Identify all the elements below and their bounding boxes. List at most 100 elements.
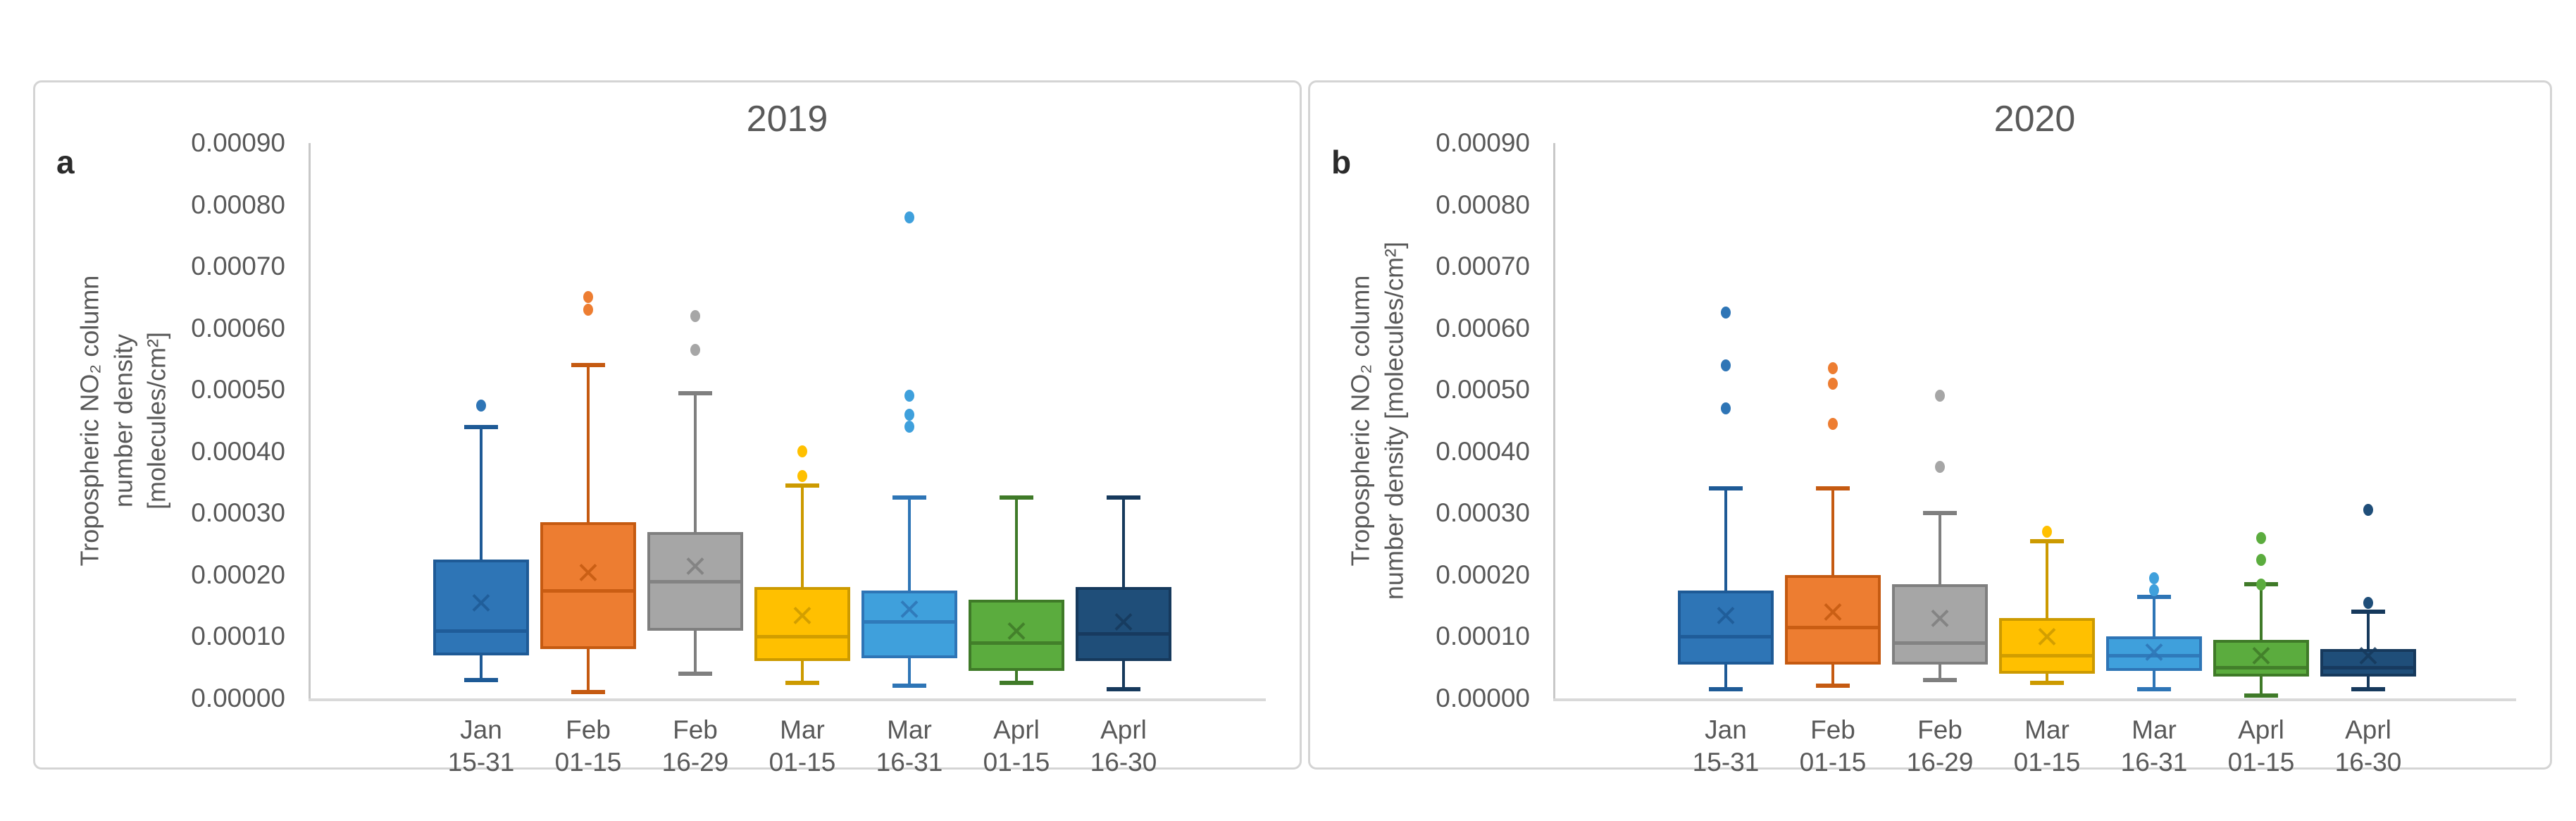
- outlier-dot: [2363, 596, 2373, 609]
- box-iqr: [1076, 587, 1171, 662]
- y-tick-label: 0.00000: [1436, 684, 1530, 712]
- lower-whisker-cap: [1709, 686, 1743, 691]
- median-line: [864, 619, 954, 624]
- upper-whisker-cap: [2137, 594, 2171, 599]
- outlier-dot: [2042, 526, 2052, 538]
- outlier-dot: [1721, 402, 1731, 414]
- box-iqr: [1678, 590, 1774, 665]
- y-tick-label: 0.00060: [191, 313, 285, 342]
- lower-whisker-cap: [2351, 686, 2385, 691]
- outlier-dot: [797, 445, 807, 458]
- y-tick-label: 0.00090: [191, 128, 285, 157]
- panel-2019: a 2019 Tropospheric NO₂ column number de…: [33, 80, 1302, 777]
- box-iqr: [2213, 639, 2309, 677]
- outlier-dot: [2256, 578, 2266, 591]
- x-category-label: Jan 15-31: [447, 715, 515, 777]
- upper-whisker: [1015, 498, 1018, 600]
- outlier-dot: [583, 291, 593, 304]
- x-category-label: Feb 16-29: [661, 715, 729, 777]
- upper-whisker: [694, 393, 697, 532]
- mean-marker: ×: [897, 586, 921, 631]
- lower-whisker: [480, 655, 483, 680]
- outlier-dot: [1828, 362, 1838, 375]
- x-category-label: Feb 01-15: [554, 715, 622, 777]
- x-category-label: Aprl 01-15: [2227, 715, 2295, 777]
- outlier-dot: [690, 343, 700, 356]
- box-iqr: [969, 599, 1064, 671]
- y-tick-label: 0.00090: [1436, 128, 1530, 157]
- box-iqr: [2106, 636, 2202, 671]
- lower-whisker-cap: [571, 690, 605, 695]
- lower-whisker: [2153, 670, 2155, 689]
- upper-whisker-cap: [1107, 495, 1140, 500]
- median-line: [1788, 626, 1878, 630]
- x-category-label: Aprl 16-30: [2334, 715, 2402, 777]
- lower-whisker: [2367, 677, 2370, 689]
- x-category-label: Aprl 01-15: [983, 715, 1050, 777]
- y-axis-title: Tropospheric NO₂ column number density […: [1345, 241, 1408, 600]
- x-axis-line: [309, 698, 1266, 701]
- mean-marker: ×: [2249, 632, 2273, 677]
- outlier-dot: [1828, 417, 1838, 430]
- upper-whisker-cap: [571, 363, 605, 368]
- mean-marker: ×: [1004, 607, 1028, 653]
- lower-whisker-cap: [785, 681, 819, 686]
- x-category-label: Mar 16-31: [2120, 715, 2188, 777]
- median-line: [1895, 641, 1985, 646]
- x-category-label: Feb 16-29: [1906, 715, 1974, 777]
- mean-marker: ×: [2356, 632, 2380, 677]
- upper-whisker: [2367, 612, 2370, 649]
- lower-whisker-cap: [464, 677, 498, 682]
- lower-whisker: [801, 661, 804, 684]
- y-tick-label: 0.00060: [1436, 313, 1530, 342]
- lower-whisker-cap: [2244, 693, 2278, 698]
- y-tick-label: 0.00040: [1436, 436, 1530, 466]
- upper-whisker-cap: [678, 390, 712, 395]
- y-tick-label: 0.00020: [1436, 560, 1530, 589]
- y-tick-label: 0.00010: [191, 622, 285, 651]
- outlier-dot: [1721, 359, 1731, 371]
- outlier-dot: [904, 421, 914, 433]
- outlier-dot: [904, 211, 914, 223]
- y-tick-label: 0.00070: [1436, 252, 1530, 281]
- upper-whisker: [1831, 488, 1834, 575]
- lower-whisker: [1015, 670, 1018, 684]
- box-iqr: [754, 587, 850, 662]
- box-iqr: [2320, 648, 2416, 677]
- box-iqr: [433, 560, 529, 655]
- lower-whisker: [2260, 677, 2263, 696]
- median-line: [757, 635, 847, 639]
- mean-marker: ×: [1112, 598, 1135, 643]
- upper-whisker-cap: [1709, 486, 1743, 491]
- outlier-dot: [1828, 377, 1838, 390]
- outlier-dot: [904, 408, 914, 421]
- panel-label-a: a: [56, 144, 75, 180]
- median-line: [971, 641, 1062, 646]
- lower-whisker: [1939, 664, 1941, 680]
- lower-whisker: [1122, 661, 1125, 689]
- outlier-dot: [2363, 504, 2373, 517]
- y-tick-label: 0.00030: [191, 498, 285, 528]
- lower-whisker: [908, 658, 911, 686]
- panel-2020: b 2020 Tropospheric NO₂ column number de…: [1308, 80, 2552, 777]
- lower-whisker-cap: [678, 671, 712, 676]
- y-tick-label: 0.00010: [1436, 622, 1530, 651]
- x-category-label: Mar 16-31: [876, 715, 943, 777]
- box-iqr: [540, 522, 636, 649]
- outlier-dot: [904, 390, 914, 402]
- upper-whisker-cap: [2030, 538, 2064, 543]
- outlier-dot: [797, 470, 807, 483]
- median-line: [543, 588, 633, 593]
- upper-whisker: [908, 498, 911, 591]
- mean-marker: ×: [2035, 614, 2059, 659]
- upper-whisker-cap: [464, 424, 498, 429]
- median-line: [1078, 632, 1169, 636]
- box-iqr: [861, 590, 957, 659]
- outlier-dot: [2256, 553, 2266, 566]
- y-tick-label: 0.00040: [191, 436, 285, 466]
- box-iqr: [1785, 574, 1881, 665]
- outlier-dot: [2149, 572, 2159, 584]
- median-line: [2216, 666, 2306, 670]
- outlier-dot: [476, 399, 486, 412]
